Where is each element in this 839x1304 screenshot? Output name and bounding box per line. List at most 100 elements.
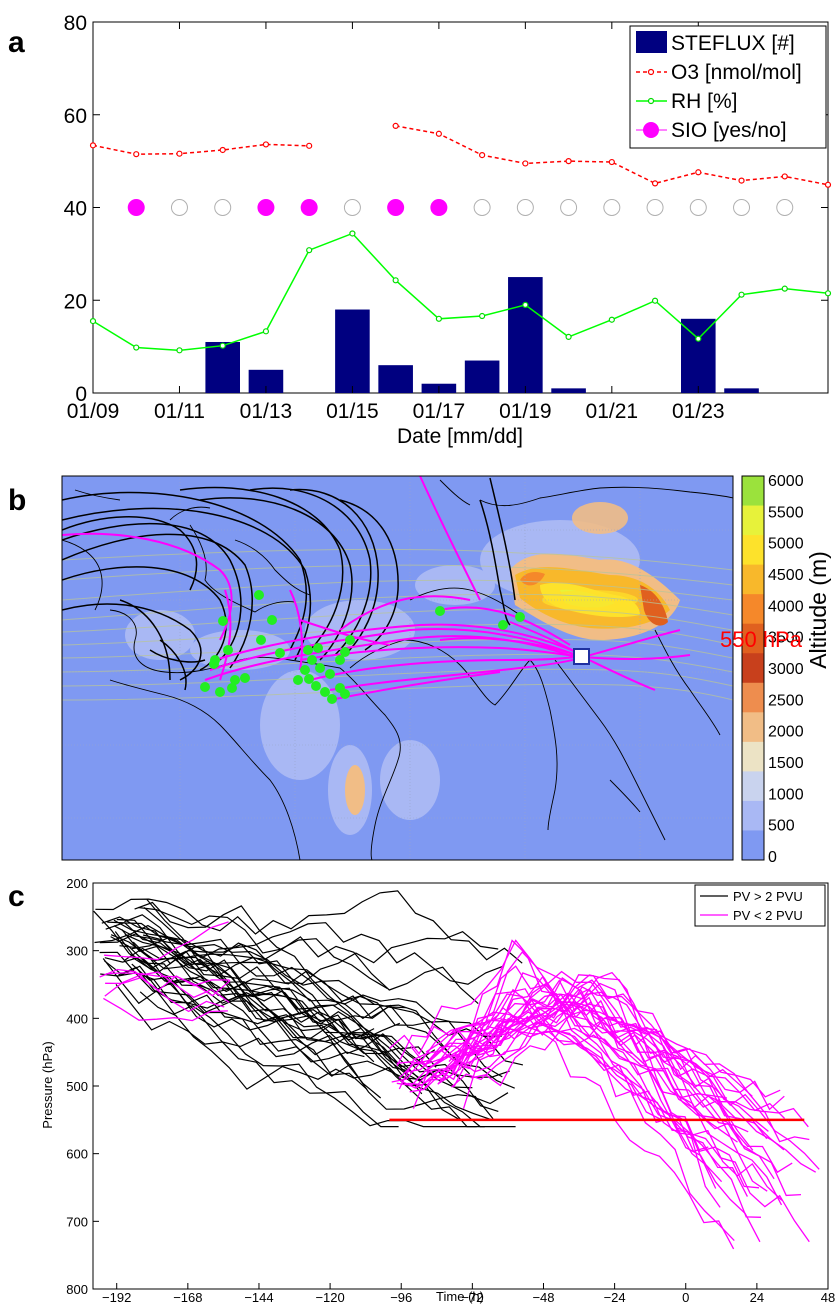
trajectory-pv-high [138,906,388,990]
rh-point [219,342,226,349]
panel-a-ticks: 0 20 40 60 80 01/09 01/11 01/13 01/15 01/17 01/19 0… [64,12,828,423]
x-tick-label: −120 [315,1290,344,1304]
trajectory-pv-low [467,991,721,1208]
panel-c-label: c [8,880,25,913]
trajectory-pv-low [104,921,229,961]
trajectory-pv-high [116,918,509,1105]
o3-point [435,130,442,137]
legend-o3-marker [647,68,655,76]
colorbar-tick-label: 4500 [768,567,804,584]
trajectory-pv-low [400,1030,728,1099]
x-tick-label: 01/23 [672,400,725,423]
trajectory-endpoint [325,669,335,679]
trajectory-endpoint [304,674,314,684]
panel-c-xlabel: Time (h) [436,1289,484,1304]
trajectory-endpoint [307,655,317,665]
trajectory-endpoint [313,643,323,653]
sio-no-point [689,199,707,216]
x-tick-label: 01/21 [586,400,639,423]
colorbar-segment [742,682,764,713]
rh-point [262,328,270,335]
o3-line [395,125,829,186]
map-coastlines [62,479,733,860]
x-tick-label: 01/11 [154,400,205,423]
trajectory-pv-low [450,1009,793,1174]
trajectory-pv-high [107,921,375,1063]
colorbar-segment [742,564,764,595]
trajectory-endpoint [200,682,210,692]
stratospheric-trajectories [62,477,516,691]
steflux-bar [464,360,500,393]
trajectory-pv-high [139,991,425,1090]
trajectory-pv-high [131,937,382,1099]
colorbar-tick-label: 3000 [768,661,804,678]
o3-point [695,169,702,176]
trajectory-pv-low [398,977,786,1119]
legend-pv-high-label: PV > 2 PVU [733,889,803,904]
trajectory-pv-low [430,988,802,1197]
trajectory-pv-low [105,975,230,992]
trajectory-pv-high [124,931,499,985]
trajectory-pv-low [105,972,231,997]
sio-no-point [646,199,664,216]
rh-point [306,247,313,254]
sio-yes-point [387,199,405,216]
y-tick-label: 0 [75,383,87,406]
trajectory-endpoint [335,655,345,665]
steflux-bar [335,309,370,393]
x-tick-label: −168 [173,1290,202,1304]
x-tick-label: 48 [821,1290,835,1304]
trajectory-pv-low [103,997,228,1022]
colorbar-segment [742,476,764,507]
o3-point [651,180,659,187]
trajectory-endpoint [300,665,310,675]
rh-point [479,312,486,320]
o3-point [479,151,486,159]
o3-point [392,122,399,129]
trajectory-endpoint [327,694,337,704]
x-tick-label: −192 [102,1290,131,1304]
panel-a-label: a [8,26,25,59]
panel-c-legend-box [694,884,826,927]
steflux-bar [248,369,284,393]
panel-a-chart: 0 20 40 60 80 01/09 01/11 01/13 01/15 01/17 01/19 0… [64,12,832,448]
trajectory-pv-high [93,910,361,1043]
y-tick-label: 500 [66,1079,88,1094]
trajectory-endpoint [275,648,285,658]
trajectory-pv-high [134,901,473,1089]
y-tick-label: 20 [64,290,87,313]
pressure-trajectories [93,890,820,1250]
steflux-bar [724,388,759,393]
trajectory-pv-low [415,974,817,1173]
trajectory-endpoint [340,689,350,699]
sio-no-point [516,199,534,216]
colorbar-segment [742,623,764,654]
trajectory-endpoint [254,590,264,600]
trajectory-pv-low [462,972,761,1243]
trajectory-pv-low [409,1003,723,1183]
sio-yes-point [430,199,448,216]
y-tick-label: 40 [64,198,87,221]
trajectory-endpoint [293,675,303,685]
o3-point [89,142,97,149]
y-tick-label: 700 [66,1214,88,1229]
sio-yes-point [300,199,318,216]
o3-point [522,160,529,167]
rh-point [89,318,97,325]
trajectory-endpoint [315,663,325,673]
legend-pv-low-label: PV < 2 PVU [733,908,803,923]
trajectory-endpoint [320,687,330,697]
colorbar-tick-label: 2000 [768,724,804,741]
sio-no-point [214,199,232,216]
trajectory-pv-low [462,993,760,1189]
altitude-colorbar: 6000550050004500400035003000250020001500… [741,473,804,866]
trajectory-pv-high [104,936,479,1005]
colorbar-tick-label: 5500 [768,504,804,521]
x-tick-label: 0 [682,1290,689,1304]
trajectory-endpoint [515,612,525,622]
trajectory-pv-low [441,965,754,1151]
panel-a-xlabel: Date [mm/dd] [397,425,523,448]
trajectory-endpoint [303,645,313,655]
x-tick-label: −72 [461,1290,483,1304]
o3-point [133,151,140,158]
